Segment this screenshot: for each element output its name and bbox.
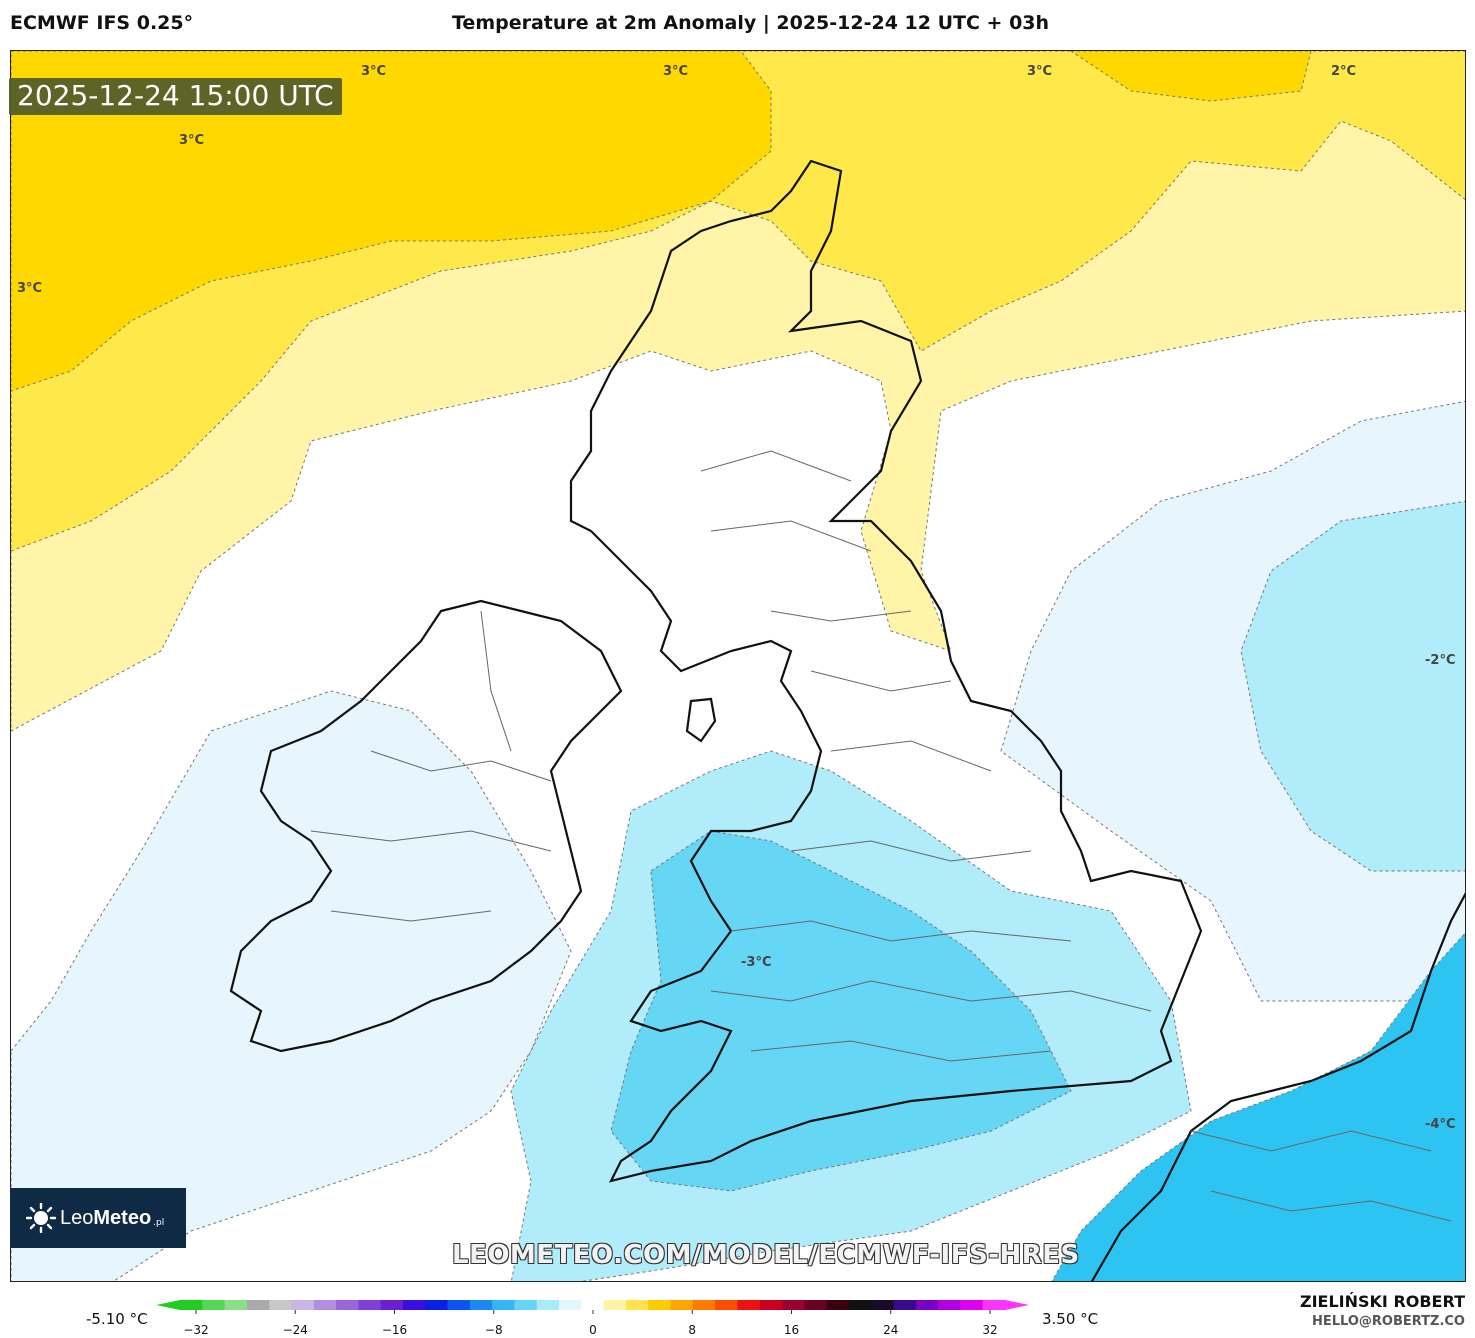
colorbar-swatch	[581, 1300, 605, 1310]
colorbar-swatch	[559, 1300, 582, 1310]
colorbar-swatch	[469, 1300, 493, 1310]
logo-brand: LeoMeteo	[60, 1207, 151, 1230]
warm-3-region	[11, 51, 772, 392]
colorbar-swatch	[715, 1300, 739, 1310]
admin-borders	[310, 450, 1452, 1222]
colorbar-swatch	[737, 1300, 761, 1310]
colorbar-swatch	[202, 1300, 226, 1310]
colorbar-swatch	[692, 1300, 716, 1310]
colorbar-swatch	[536, 1300, 560, 1310]
contour-label-ne-2c: 2°C	[1331, 64, 1357, 79]
colorbar-swatch	[358, 1300, 382, 1310]
colorbar-swatch	[982, 1300, 1006, 1310]
cool-2-east	[1240, 500, 1465, 872]
colorbar-tick-label: −16	[381, 1323, 408, 1337]
colorbar-min-label: -5.10 °C	[86, 1310, 148, 1328]
colorbar-swatch	[826, 1300, 850, 1310]
ireland-coast	[229, 599, 623, 1053]
contour-label-wales-m3c: -3°C	[741, 955, 772, 970]
cool-3-region	[610, 830, 1072, 1192]
contour-label-nw-3c-b: 3°C	[179, 133, 205, 148]
colorbar-swatch	[224, 1300, 248, 1310]
map-title: Temperature at 2m Anomaly | 2025-12-24 1…	[452, 12, 1050, 34]
colorbar-swatch	[313, 1300, 337, 1310]
logo-brand-bold: Meteo	[93, 1206, 152, 1229]
contour-label-n-3c: 3°C	[663, 64, 689, 79]
colorbar-tick-label: −32	[183, 1323, 209, 1337]
colorbar-swatch	[425, 1300, 449, 1310]
colorbar-swatch	[670, 1300, 694, 1310]
colorbar-arrow-low	[156, 1300, 180, 1310]
colorbar-swatch	[291, 1300, 315, 1310]
isle-of-man	[685, 697, 717, 743]
colorbar-tick-label: 8	[688, 1323, 697, 1337]
warm-3-patch	[1070, 51, 1312, 102]
colorbar-tick-label: 0	[589, 1323, 597, 1337]
colorbar-swatch	[893, 1300, 917, 1310]
author-contact[interactable]: HELLO@ROBERTZ.CO	[1311, 1314, 1465, 1329]
colorbar-swatch	[402, 1300, 426, 1310]
colorbar-swatch	[871, 1300, 895, 1310]
contour-label-se-m4c: -4°C	[1425, 1117, 1456, 1132]
colorbar-tick-label: 16	[783, 1323, 800, 1337]
colorbar-swatch	[648, 1300, 672, 1310]
colorbar-swatch	[492, 1300, 516, 1310]
contour-label-nw-3c-a: 3°C	[361, 64, 387, 79]
coastlines	[229, 159, 1465, 1281]
colorbar-tick-label: 32	[982, 1323, 998, 1337]
colorbar-swatch	[269, 1300, 293, 1310]
author-name: ZIELIŃSKI ROBERT	[1299, 1292, 1465, 1311]
colorbar-swatch	[447, 1300, 471, 1310]
leometeo-logo[interactable]: LeoMeteo .pl	[10, 1188, 186, 1248]
sun-icon	[26, 1203, 56, 1233]
colorbar-tick-label: −24	[282, 1323, 308, 1337]
colorbar-swatch	[246, 1300, 270, 1310]
colorbar-swatch	[380, 1300, 404, 1310]
colorbar-arrow-high	[1005, 1300, 1029, 1310]
valid-time-badge: 2025-12-24 15:00 UTC	[9, 78, 342, 115]
colorbar-swatch	[180, 1300, 203, 1310]
logo-brand-light: Leo	[60, 1206, 94, 1229]
logo-tld: .pl	[153, 1218, 165, 1228]
europe-coast	[1090, 892, 1465, 1281]
cool-4-region	[1051, 932, 1465, 1281]
website-watermark[interactable]: LEOMETEO.COM/MODEL/ECMWF-IFS-HRES	[452, 1240, 1080, 1270]
contour-label-ne-3c: 3°C	[1027, 64, 1053, 79]
colorbar-swatch	[938, 1300, 962, 1310]
map-canvas	[11, 51, 1465, 1281]
colorbar-tick-label: 24	[883, 1323, 899, 1337]
colorbar-tick-label: −8	[484, 1323, 503, 1337]
colorbar-swatch	[336, 1300, 359, 1310]
colorbar-swatch	[782, 1300, 805, 1310]
colorbar-swatch	[915, 1300, 939, 1310]
colorbar-swatch	[848, 1300, 872, 1310]
colorbar-scale	[156, 1300, 1029, 1314]
contour-label-w-3c: 3°C	[17, 281, 43, 296]
contour-label-e-m2c: -2°C	[1425, 653, 1456, 668]
colorbar-swatch	[625, 1300, 649, 1310]
colorbar-swatch	[960, 1300, 984, 1310]
colorbar-max-label: 3.50 °C	[1042, 1310, 1099, 1328]
colorbar: -5.10 °C 3.50 °C −32 −24 −16 −8 0 8 16 24 32	[0, 1290, 1475, 1338]
colorbar-swatch	[759, 1300, 783, 1310]
anomaly-map[interactable]: 3°C 3°C 3°C 3°C 2°C 3°C -2°C -3°C -4°C	[10, 50, 1466, 1282]
model-label: ECMWF IFS 0.25°	[10, 12, 194, 34]
great-britain-coast	[569, 159, 1203, 1183]
colorbar-swatch	[603, 1300, 627, 1310]
colorbar-swatch	[514, 1300, 538, 1310]
colorbar-swatch	[804, 1300, 828, 1310]
